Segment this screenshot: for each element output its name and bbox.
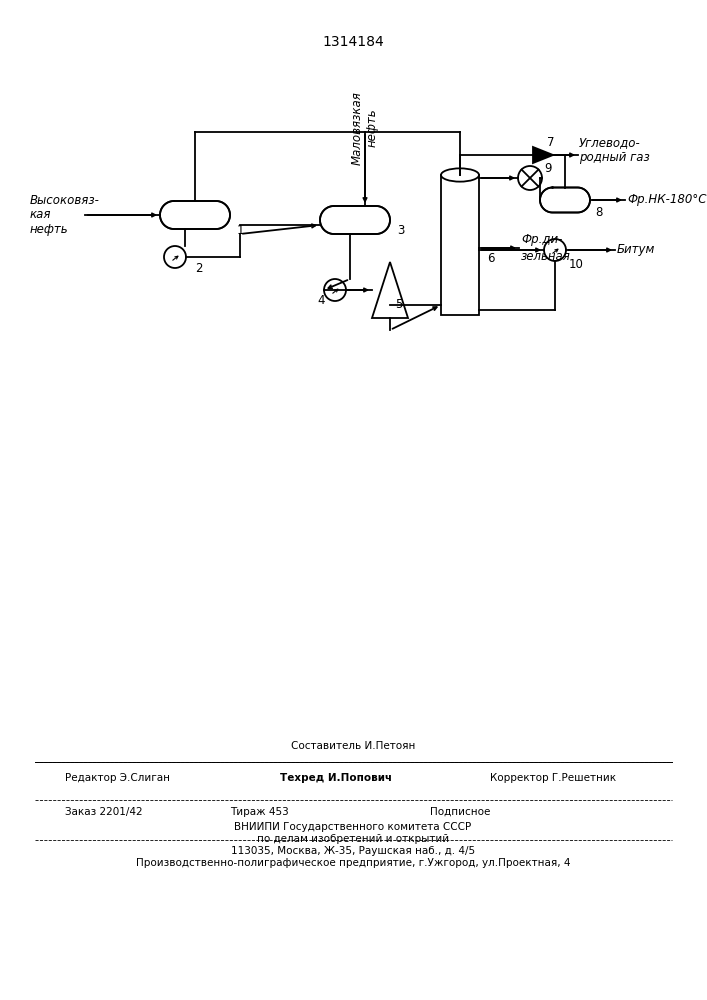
Text: Производственно-полиграфическое предприятие, г.Ужгород, ул.Проектная, 4: Производственно-полиграфическое предприя… [136, 858, 571, 868]
Text: Маловязкая
нефть: Маловязкая нефть [351, 91, 379, 165]
Text: зельная: зельная [521, 249, 571, 262]
Text: 1314184: 1314184 [322, 35, 384, 49]
Text: Фр.ди-: Фр.ди- [521, 233, 562, 246]
Text: Фр.НК-180°С: Фр.НК-180°С [627, 194, 706, 207]
Text: Тираж 453: Тираж 453 [230, 807, 288, 817]
Text: 2: 2 [195, 261, 202, 274]
Polygon shape [160, 201, 230, 229]
Text: Корректор Г.Решетник: Корректор Г.Решетник [490, 773, 616, 783]
Polygon shape [533, 147, 553, 163]
Text: 113035, Москва, Ж-35, Раушская наб., д. 4/5: 113035, Москва, Ж-35, Раушская наб., д. … [231, 846, 475, 856]
Bar [174, 201, 216, 229]
Text: 8: 8 [595, 207, 602, 220]
Polygon shape [372, 262, 408, 318]
Text: 1: 1 [237, 224, 245, 236]
Text: 3: 3 [397, 224, 404, 236]
Text: по делам изобретений и открытий: по делам изобретений и открытий [257, 834, 449, 844]
Text: 7: 7 [547, 136, 554, 149]
Text: ВНИИПИ Государственного комитета СССР: ВНИИПИ Государственного комитета СССР [235, 822, 472, 832]
Bar [441, 175, 479, 315]
Text: Высоковяз-: Высоковяз- [30, 194, 100, 207]
Ellipse shape [441, 168, 479, 182]
Text: Углеводо-: Углеводо- [579, 136, 641, 149]
Text: 10: 10 [569, 258, 584, 271]
Text: родный газ: родный газ [579, 150, 650, 163]
Text: Составитель И.Петоян: Составитель И.Петоян [291, 741, 415, 751]
Polygon shape [320, 206, 390, 234]
Text: Техред И.Попович: Техред И.Попович [280, 773, 392, 783]
Text: 6: 6 [487, 251, 494, 264]
Polygon shape [540, 188, 590, 213]
Text: 5: 5 [395, 298, 402, 312]
Text: Заказ 2201/42: Заказ 2201/42 [65, 807, 143, 817]
Text: Подписное: Подписное [430, 807, 491, 817]
Text: Битум: Битум [617, 243, 655, 256]
Text: Редактор Э.Слиган: Редактор Э.Слиган [65, 773, 170, 783]
Bar [334, 206, 376, 234]
Text: кая: кая [30, 209, 52, 222]
Text: нефть: нефть [30, 224, 69, 236]
Text: 4: 4 [317, 294, 325, 306]
Text: 9: 9 [544, 161, 551, 174]
Bar [552, 188, 578, 213]
